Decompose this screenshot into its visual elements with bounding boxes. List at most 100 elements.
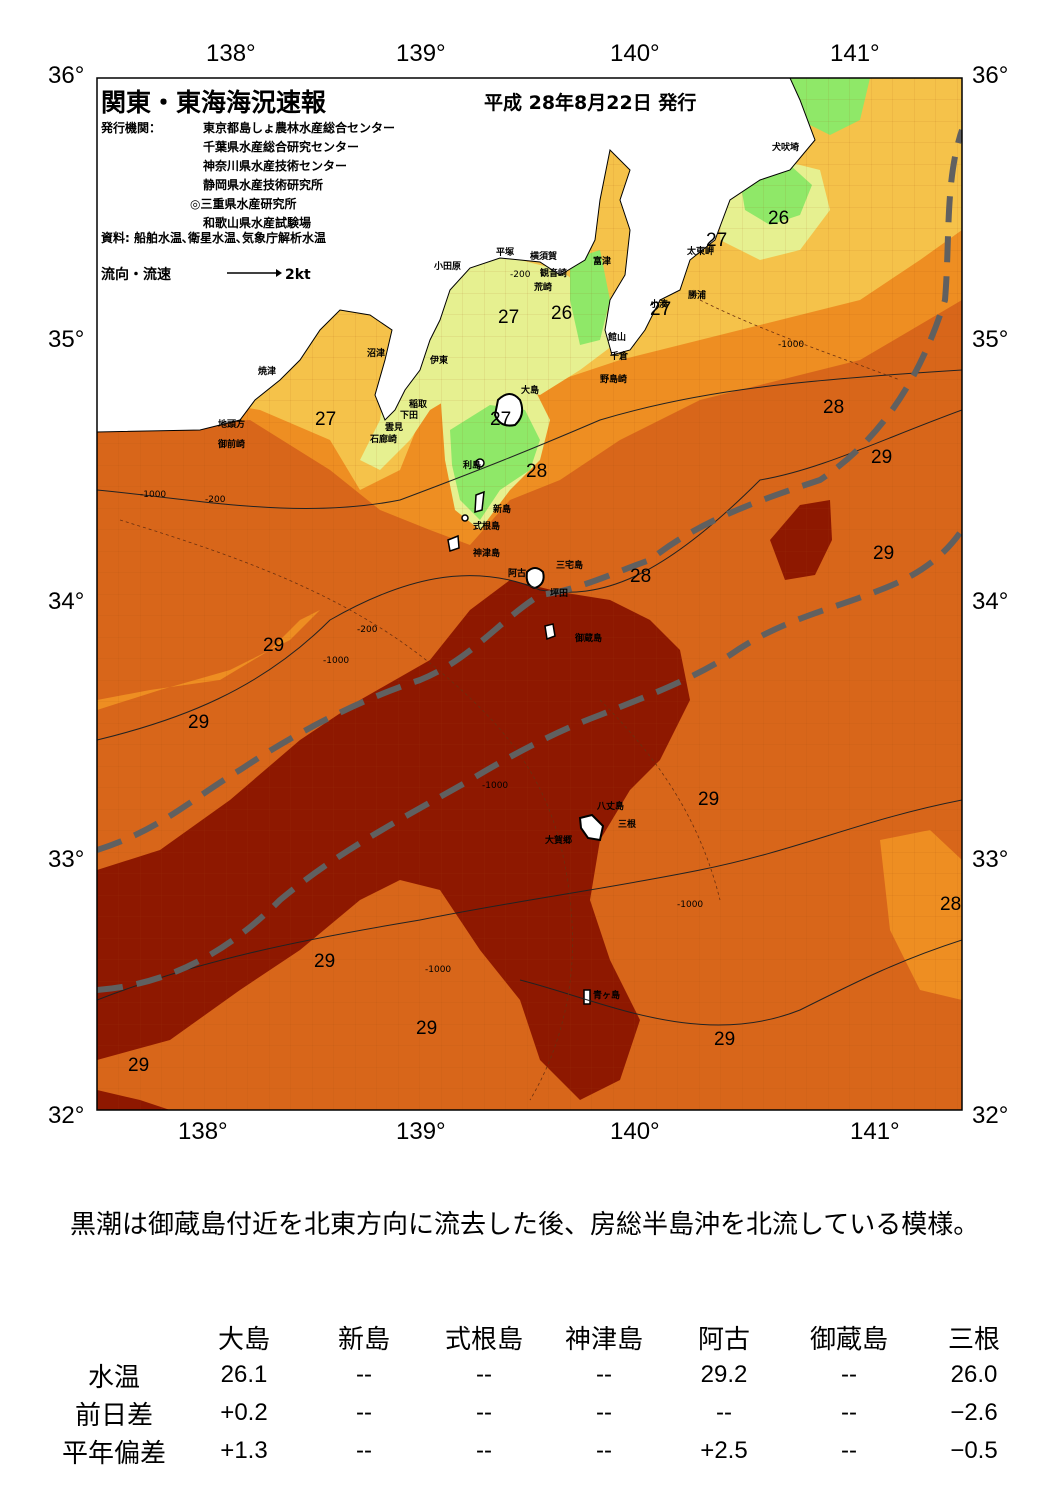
isotherm-label: 29 <box>188 712 210 733</box>
table-cell: -- <box>841 1437 857 1464</box>
island-oshima <box>493 393 524 427</box>
row-label: 水温 <box>87 1362 140 1393</box>
lon-tick-138-bottom: 138° <box>178 1118 228 1145</box>
place-label: 雲見 <box>385 423 404 433</box>
issuer: 東京都島しょ農林水産総合センター <box>203 121 396 135</box>
isotherm-label: 29 <box>873 543 895 564</box>
place-label: 横須賀 <box>530 252 558 262</box>
place-label: 千倉 <box>610 352 629 362</box>
row-label: 平年偏差 <box>61 1438 166 1469</box>
lat-tick-34-right: 34° <box>972 588 1009 615</box>
lon-tick-141-bottom: 141° <box>850 1118 900 1145</box>
table-cell: -- <box>356 1399 372 1426</box>
depth-label: -1000 <box>140 490 167 500</box>
place-label: 御前崎 <box>218 440 246 450</box>
table-cell: -- <box>356 1361 372 1388</box>
lon-tick-140-bottom: 140° <box>610 1118 660 1145</box>
isotherm-label: 27 <box>498 307 520 328</box>
place-label: 大賀郷 <box>545 836 573 846</box>
isotherm-label: 29 <box>263 635 285 656</box>
table-cell: 26.1 <box>220 1361 268 1388</box>
island-kozushima <box>447 534 460 552</box>
isotherm-label: 28 <box>940 894 962 915</box>
lat-tick-33-left: 33° <box>48 846 85 873</box>
island-aogashima <box>583 989 591 1005</box>
column-header: 神津島 <box>564 1324 643 1355</box>
depth-label: -200 <box>510 270 531 280</box>
island-mikurajima <box>544 623 556 641</box>
place-label: 新島 <box>493 505 512 515</box>
column-header: 新島 <box>337 1324 390 1355</box>
table-cell: -- <box>841 1399 857 1426</box>
table-cell: −0.5 <box>950 1437 998 1464</box>
observation-table: 大島 新島 式根島 神津島 阿古 御蔵島 三根 水温 26.1 -- -- --… <box>44 1318 1034 1470</box>
place-label: 三宅島 <box>556 561 584 571</box>
table-cell: -- <box>841 1361 857 1388</box>
column-header: 大島 <box>217 1324 270 1355</box>
place-label: 阿古 <box>508 569 527 579</box>
lat-tick-36-left: 36° <box>48 62 85 89</box>
place-label: 沼津 <box>367 349 386 359</box>
place-label: 富津 <box>593 257 612 267</box>
land-honshu <box>97 78 816 433</box>
place-label: 青ヶ島 <box>593 991 621 1001</box>
table-row: 前日差 +0.2 -- -- -- -- -- −2.6 <box>44 1394 1034 1432</box>
lat-tick-34-left: 34° <box>48 588 85 615</box>
data-sources: 資料: 船舶水温､衛星水温､気象庁解析水温 <box>101 231 326 245</box>
table-cell: -- <box>716 1399 732 1426</box>
lat-tick-36-right: 36° <box>972 62 1009 89</box>
column-header: 阿古 <box>697 1324 750 1355</box>
table-cell: 29.2 <box>700 1361 748 1388</box>
table-corner <box>44 1318 184 1356</box>
island-niijima <box>474 490 485 514</box>
issuer: 千葉県水産総合研究センター <box>203 140 360 154</box>
depth-label: -1000 <box>778 340 805 350</box>
place-label: 稲取 <box>409 400 428 410</box>
table-cell: -- <box>476 1399 492 1426</box>
flow-legend-label: 流向・流速 <box>101 267 171 283</box>
place-label: 勝浦 <box>688 291 707 301</box>
kuroshio-axis-main <box>97 129 962 853</box>
table-cell: -- <box>356 1437 372 1464</box>
depth-label: -1000 <box>425 965 452 975</box>
issuer-label: 発行機関： <box>101 121 162 135</box>
isotherm-label: 27 <box>490 409 512 430</box>
depth-label: -1000 <box>323 656 350 666</box>
table-header-row: 大島 新島 式根島 神津島 阿古 御蔵島 三根 <box>44 1318 1034 1356</box>
lon-tick-141-top: 141° <box>830 40 880 67</box>
flow-legend-scale: 2kt <box>285 267 311 283</box>
island-miyakejima <box>525 567 545 590</box>
table-cell: -- <box>476 1437 492 1464</box>
table-cell: +0.2 <box>220 1399 268 1426</box>
table-cell: −2.6 <box>950 1399 998 1426</box>
isotherm-label: 27 <box>315 409 337 430</box>
lat-tick-32-left: 32° <box>48 1102 85 1129</box>
column-header: 式根島 <box>444 1324 523 1355</box>
sea-temperature-map: 138° 139° 140° 141° 138° 139° 140° 141° … <box>48 40 1009 1145</box>
lon-tick-139-top: 139° <box>396 40 446 67</box>
place-label: 大島 <box>521 386 540 396</box>
place-label: 御蔵島 <box>575 634 603 644</box>
table-cell: +1.3 <box>220 1437 268 1464</box>
isotherm-label: 28 <box>526 461 548 482</box>
place-label: 坪田 <box>550 589 569 599</box>
isotherm-label: 27 <box>650 299 672 320</box>
depth-label: -1000 <box>677 900 704 910</box>
isotherm-label: 29 <box>871 447 893 468</box>
isotherm-label: 29 <box>714 1029 736 1050</box>
table-cell: +2.5 <box>700 1437 748 1464</box>
contour-lines <box>97 369 962 1026</box>
table-row: 水温 26.1 -- -- -- 29.2 -- 26.0 <box>44 1356 1034 1394</box>
isotherm-label: 26 <box>551 303 573 324</box>
flow-arrow-icon <box>227 269 282 277</box>
place-label: 観音崎 <box>540 269 568 279</box>
place-label: 荒崎 <box>534 283 553 293</box>
table-row: 平年偏差 +1.3 -- -- -- +2.5 -- −0.5 <box>44 1432 1034 1470</box>
isotherm-label: 28 <box>823 397 845 418</box>
table-cell: -- <box>596 1361 612 1388</box>
column-header: 三根 <box>947 1324 1000 1355</box>
place-label: 太東岬 <box>687 247 715 257</box>
map-title: 関東・東海海況速報 <box>101 88 327 117</box>
place-label: 野島崎 <box>600 375 628 385</box>
issuer: 和歌山県水産試験場 <box>203 216 312 230</box>
